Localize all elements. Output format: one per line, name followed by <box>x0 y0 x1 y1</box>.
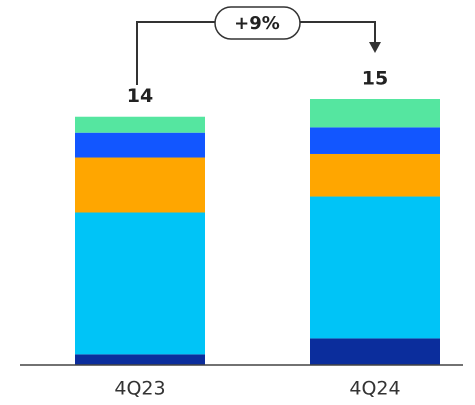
bar-segment <box>75 132 205 158</box>
total-label: 14 <box>127 85 153 107</box>
x-tick-label: 4Q24 <box>349 378 400 400</box>
growth-bracket <box>136 21 376 85</box>
bar-segment <box>310 99 440 128</box>
bar-segment <box>310 196 440 339</box>
bar-segment <box>310 338 440 365</box>
growth-pill <box>214 6 301 40</box>
bar-segment <box>75 354 205 365</box>
bar-segment <box>75 212 205 355</box>
bar-segment <box>310 127 440 154</box>
x-tick-label: 4Q23 <box>114 378 165 400</box>
total-label: 15 <box>362 68 388 90</box>
arrow-head <box>369 42 381 53</box>
bar-segment <box>310 153 440 197</box>
growth-label: +9% <box>234 13 280 34</box>
bar-segment <box>75 157 205 213</box>
bar-segment <box>75 116 205 133</box>
